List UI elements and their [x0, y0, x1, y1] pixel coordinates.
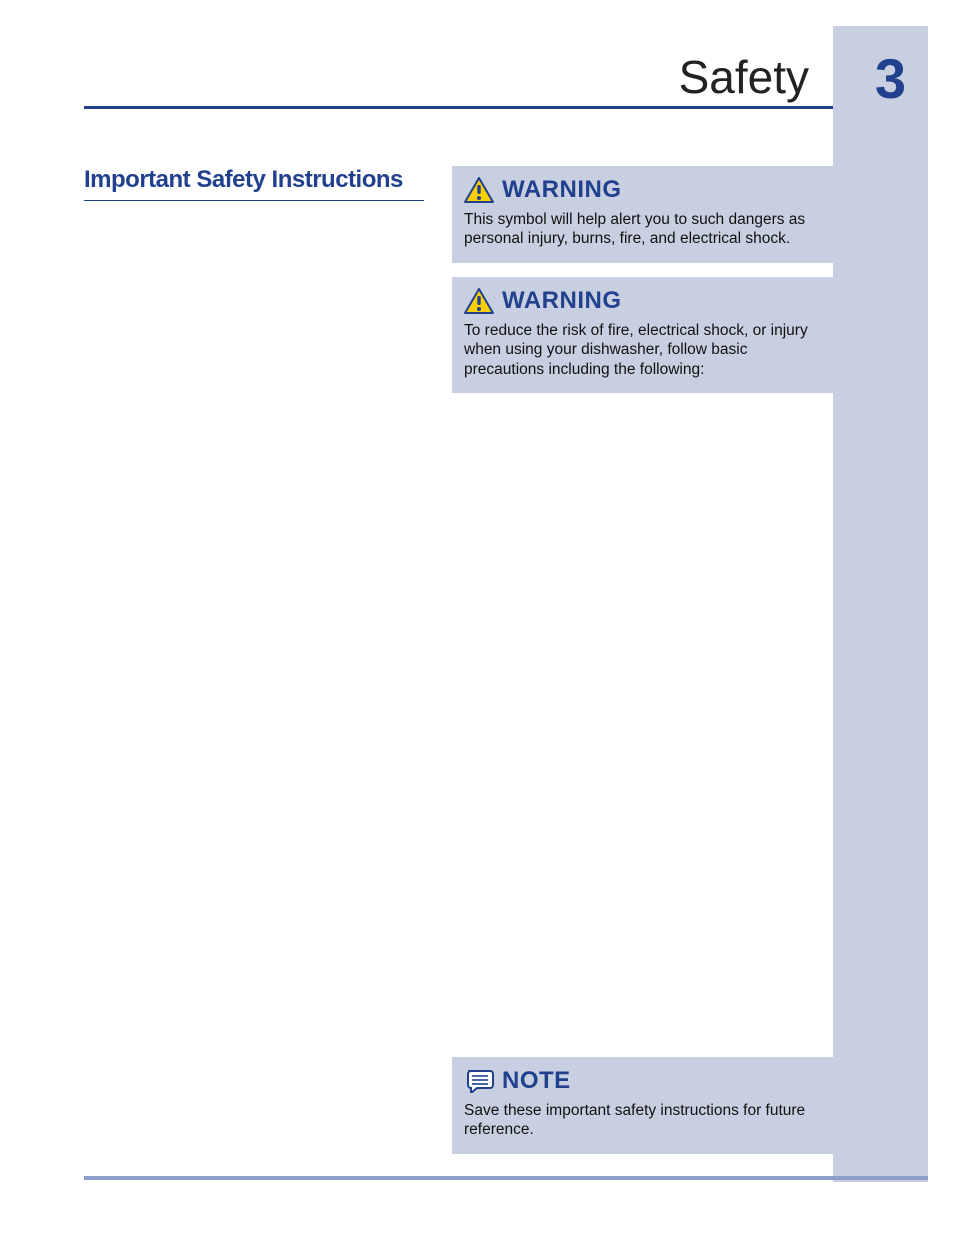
header-divider: [84, 106, 833, 109]
callout-label: WARNING: [502, 287, 622, 315]
page-title: Safety: [679, 50, 809, 104]
left-column: Important Safety Instructions: [84, 166, 424, 1154]
warning-icon: [464, 177, 494, 203]
section-heading: Important Safety Instructions: [84, 166, 424, 201]
callout-label: NOTE: [502, 1067, 571, 1095]
callout-header: NOTE: [464, 1067, 821, 1095]
callout-label: WARNING: [502, 176, 622, 204]
warning-icon: [464, 288, 494, 314]
callout-body: To reduce the risk of fire, electrical s…: [464, 321, 821, 379]
warning-callout: WARNING To reduce the risk of fire, elec…: [452, 277, 833, 393]
callout-header: WARNING: [464, 287, 821, 315]
callout-body: Save these important safety instructions…: [464, 1101, 821, 1140]
callout-body: This symbol will help alert you to such …: [464, 210, 821, 249]
document-page: 3 Safety Important Safety Instructions W…: [0, 0, 954, 1235]
footer-divider: [84, 1176, 928, 1180]
note-callout: NOTE Save these important safety instruc…: [452, 1057, 833, 1154]
callout-header: WARNING: [464, 176, 821, 204]
right-column: WARNING This symbol will help alert you …: [452, 166, 833, 1154]
page-sidebar: [833, 26, 928, 1182]
content-spacer: [452, 393, 833, 1057]
warning-callout: WARNING This symbol will help alert you …: [452, 166, 833, 263]
page-number: 3: [875, 46, 906, 111]
note-icon: [464, 1069, 494, 1093]
content-area: Important Safety Instructions WARNING Th…: [84, 166, 833, 1154]
